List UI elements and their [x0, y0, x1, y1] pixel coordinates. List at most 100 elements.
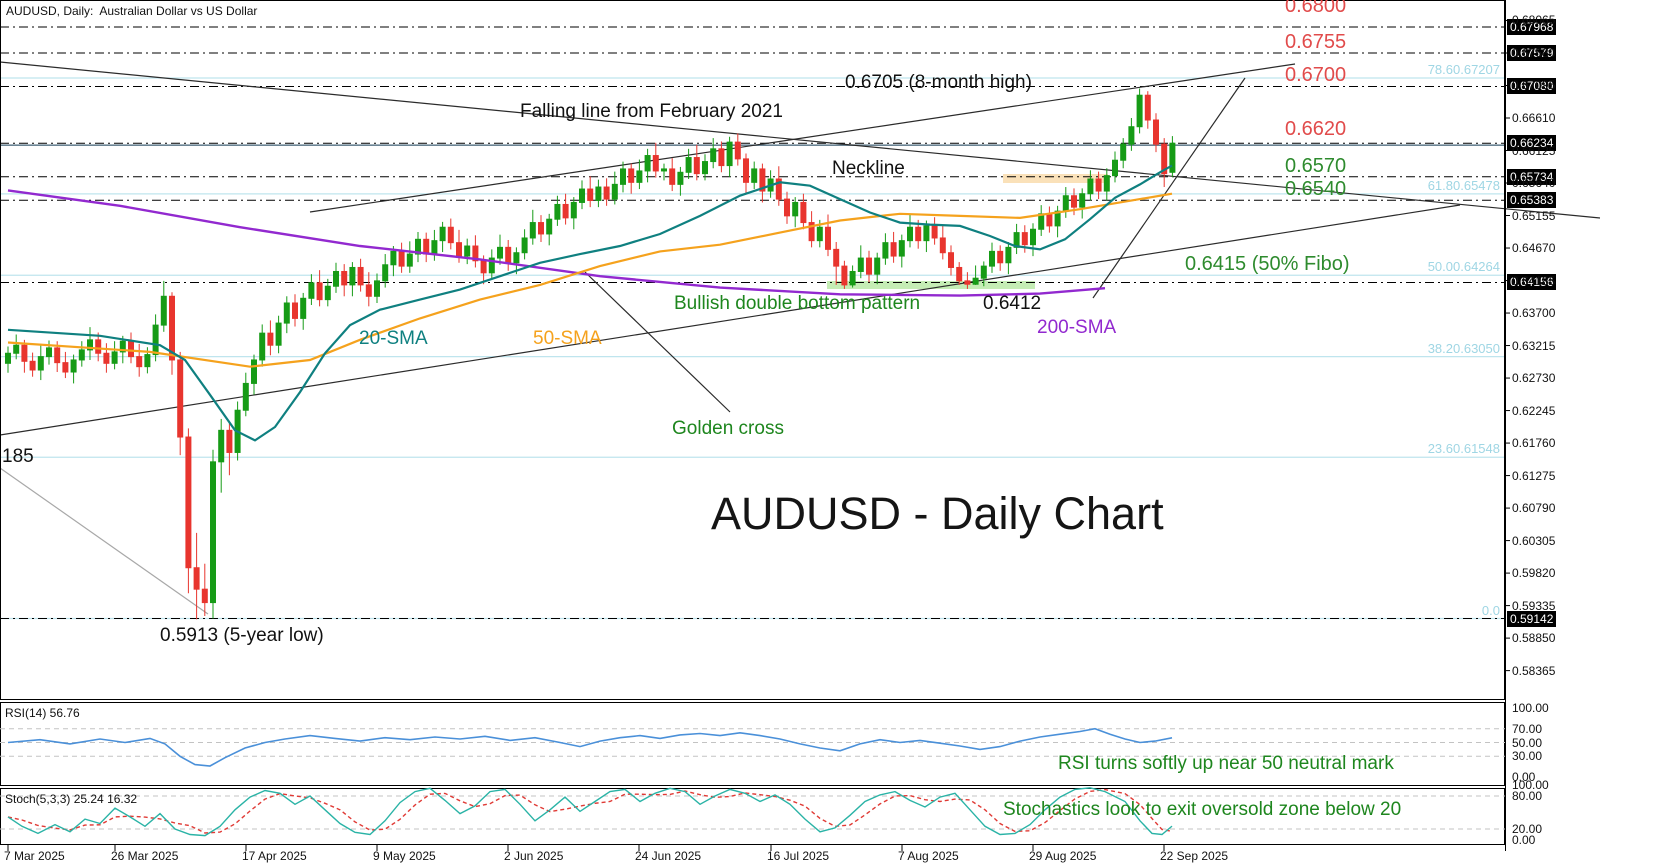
candle	[784, 198, 790, 217]
candle	[177, 359, 184, 438]
candle	[734, 141, 741, 160]
stoch-axis-label: 100.00	[1512, 778, 1549, 792]
candle	[1128, 126, 1135, 145]
candle	[390, 250, 397, 266]
candle	[464, 245, 471, 257]
candle	[644, 155, 651, 172]
candle	[882, 242, 889, 259]
axis-tick-label: 0.63215	[1512, 338, 1556, 353]
candle	[907, 226, 913, 242]
candle	[136, 356, 143, 368]
axis-tick-label: 0.60305	[1512, 533, 1556, 548]
candle	[283, 302, 290, 324]
candle	[456, 242, 462, 257]
candle	[775, 178, 782, 200]
axis-tick-label: 0.58365	[1512, 663, 1556, 678]
candle	[95, 339, 102, 354]
candle	[423, 238, 430, 255]
sma20-label: 20-SMA	[359, 328, 428, 349]
date-label: 9 May 2025	[373, 849, 436, 863]
candle	[1136, 94, 1143, 128]
candle	[874, 257, 881, 275]
candle	[620, 168, 626, 185]
price-badge: 0.67968	[1507, 18, 1557, 35]
candle	[1095, 178, 1102, 192]
candle	[570, 201, 577, 219]
candle	[406, 253, 413, 267]
candle	[259, 332, 266, 361]
rsi-axis-label: 70.00	[1512, 721, 1543, 736]
stoch-indicator-label: Stoch(5,3,3) 25.24 16.32	[5, 792, 138, 806]
candle	[751, 168, 758, 183]
rsi-line	[7, 727, 1173, 767]
price-badge: 0.65734	[1507, 168, 1557, 185]
candle	[841, 265, 848, 286]
gray-wedge-line	[0, 467, 209, 615]
level-label: 0.6570	[1285, 154, 1347, 177]
candle	[374, 280, 380, 297]
price-badge: 0.67080	[1507, 78, 1557, 95]
candle	[70, 359, 77, 373]
candle	[997, 250, 1004, 264]
candle	[915, 226, 922, 242]
candle	[201, 588, 208, 604]
price-badge: 0.59142	[1507, 610, 1557, 627]
candle	[111, 351, 118, 364]
candle	[365, 284, 372, 297]
candle	[611, 183, 618, 200]
fibonacci-label: 50.00.64264	[1427, 259, 1500, 275]
candle	[488, 257, 495, 274]
candle	[144, 354, 151, 368]
candle	[579, 188, 585, 203]
candle	[382, 264, 389, 282]
chart-symbol-label: AUDUSD, Daily: Australian Dollar vs US D…	[6, 4, 258, 18]
left-clipped-label: 185	[2, 446, 34, 467]
double-bottom-zone	[827, 281, 1035, 289]
candle	[693, 157, 700, 175]
price-badge: 0.67579	[1507, 45, 1557, 62]
rsi-axis-label: 100.00	[1512, 701, 1549, 715]
candle	[1161, 143, 1168, 175]
rising-channel-upper	[309, 63, 1296, 213]
candle	[652, 155, 659, 172]
candle	[825, 226, 831, 250]
axis-tick-label: 0.66125	[1512, 143, 1556, 158]
candle	[743, 158, 749, 183]
axis-tick-label: 0.59820	[1512, 566, 1556, 581]
candle	[800, 201, 807, 224]
eight-month-high-label: 0.6705 (8-month high)	[845, 72, 1032, 93]
candle	[923, 225, 930, 242]
date-label: 29 Aug 2025	[1029, 849, 1097, 863]
candle	[759, 168, 766, 192]
candle	[152, 324, 159, 356]
candle	[5, 352, 11, 364]
candle	[169, 295, 175, 361]
candle	[538, 222, 544, 235]
candle	[497, 246, 503, 259]
candle	[349, 266, 356, 286]
candle	[669, 168, 676, 185]
candle	[816, 226, 823, 242]
candle	[587, 188, 594, 201]
candle	[956, 266, 963, 282]
candle	[275, 322, 282, 346]
candle	[857, 257, 864, 272]
candle	[87, 339, 93, 351]
five-year-low-label: 0.5913 (5-year low)	[160, 625, 324, 646]
candle	[292, 302, 298, 319]
candle	[37, 356, 44, 371]
candle	[29, 360, 36, 371]
candle	[242, 382, 249, 411]
candle	[62, 362, 69, 373]
candle	[480, 260, 487, 274]
candle	[185, 436, 192, 569]
candle	[1046, 213, 1053, 227]
candle	[1054, 210, 1061, 227]
candle	[357, 266, 364, 286]
panel-border-1	[0, 702, 1505, 786]
axis-tick-label: 0.62730	[1512, 371, 1556, 386]
candle	[1120, 143, 1127, 161]
candle	[989, 250, 995, 267]
